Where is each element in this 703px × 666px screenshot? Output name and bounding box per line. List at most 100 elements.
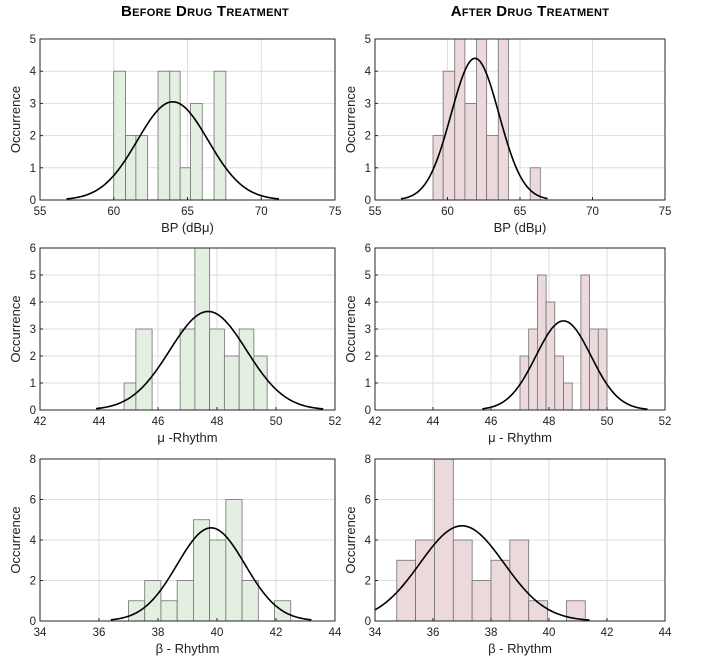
y-axis-label: Occurrence bbox=[343, 86, 358, 153]
x-tick-label: 52 bbox=[659, 416, 672, 428]
histogram-bar bbox=[179, 167, 191, 201]
histogram-bar bbox=[471, 580, 492, 622]
normal-fit-curve bbox=[482, 320, 648, 410]
histogram-panel-after-mu: 42 44 46 48 50 52 0 1 2 3 4 5 6 μ - Rhythm Occurrence bbox=[343, 243, 671, 445]
x-tick-label: 55 bbox=[34, 206, 47, 218]
histogram-bar bbox=[123, 382, 137, 411]
x-axis-label: β - Rhythm bbox=[488, 641, 552, 656]
histogram-bar bbox=[528, 600, 548, 622]
y-axis-label: Occurrence bbox=[343, 506, 358, 573]
histogram-panel-after-bp: 55 60 65 70 75 0 1 2 3 4 5 BP (dBμ) Occurrence bbox=[343, 34, 671, 235]
y-tick-label: 1 bbox=[30, 163, 36, 175]
y-tick-label: 6 bbox=[365, 495, 371, 507]
y-tick-label: 0 bbox=[365, 616, 371, 628]
histogram-bar bbox=[135, 328, 153, 411]
y-tick-label: 0 bbox=[30, 405, 36, 417]
normal-fit-curve bbox=[374, 525, 590, 621]
normal-fit-curve bbox=[95, 310, 324, 410]
y-tick-label: 5 bbox=[365, 34, 371, 46]
y-tick-label: 3 bbox=[30, 324, 36, 336]
histogram-panel-before-mu: 42 44 46 48 50 52 0 1 2 3 4 5 6 μ -Rhythm Occurrence bbox=[8, 243, 341, 445]
histogram-bar bbox=[490, 559, 511, 622]
y-tick-label: 3 bbox=[30, 98, 36, 110]
y-tick-label: 0 bbox=[365, 195, 371, 207]
normal-fit-curve bbox=[400, 57, 548, 200]
x-tick-label: 55 bbox=[369, 206, 382, 218]
y-tick-label: 4 bbox=[365, 535, 372, 547]
y-tick-label: 1 bbox=[30, 378, 36, 390]
histogram-bar bbox=[241, 580, 259, 622]
y-tick-label: 2 bbox=[365, 131, 371, 143]
y-tick-label: 2 bbox=[30, 351, 36, 363]
y-tick-label: 0 bbox=[365, 405, 371, 417]
y-tick-label: 5 bbox=[365, 270, 371, 282]
histogram-bar bbox=[452, 539, 473, 622]
histogram-bar bbox=[169, 70, 181, 201]
histogram-bar bbox=[192, 519, 211, 622]
x-tick-label: 46 bbox=[485, 416, 498, 428]
x-tick-label: 70 bbox=[586, 206, 599, 218]
y-tick-label: 4 bbox=[30, 297, 37, 309]
x-axis-label: μ - Rhythm bbox=[488, 430, 552, 445]
y-axis-label: Occurrence bbox=[8, 295, 23, 362]
histogram-bar bbox=[545, 301, 556, 411]
x-tick-label: 60 bbox=[441, 206, 454, 218]
histogram-bar bbox=[486, 135, 499, 201]
y-axis-label: Occurrence bbox=[8, 86, 23, 153]
x-tick-label: 50 bbox=[601, 416, 614, 428]
histogram-bar bbox=[554, 355, 564, 411]
x-tick-label: 34 bbox=[34, 627, 47, 639]
histogram-bar bbox=[157, 70, 171, 201]
x-tick-label: 70 bbox=[255, 206, 268, 218]
histogram-bar bbox=[176, 580, 194, 622]
histogram-bar bbox=[113, 70, 126, 201]
x-tick-label: 46 bbox=[152, 416, 165, 428]
histogram-bar bbox=[160, 600, 178, 622]
histogram-bar bbox=[190, 103, 203, 201]
x-axis-label: BP (dBμ) bbox=[494, 220, 547, 235]
histogram-bar bbox=[179, 328, 196, 411]
y-tick-label: 5 bbox=[30, 34, 36, 46]
column-title-before: Before Drug Treatment bbox=[120, 3, 290, 20]
x-tick-label: 52 bbox=[329, 416, 342, 428]
y-tick-label: 3 bbox=[365, 324, 371, 336]
x-tick-label: 65 bbox=[514, 206, 527, 218]
histogram-panel-before-bp: 55 60 65 70 75 0 1 2 3 4 5 BP (dBμ) Occurrence bbox=[8, 34, 341, 235]
y-tick-label: 4 bbox=[30, 66, 37, 78]
y-tick-label: 4 bbox=[365, 66, 372, 78]
histogram-bar bbox=[209, 539, 227, 622]
histogram-bar bbox=[580, 274, 591, 411]
histogram-bar bbox=[209, 328, 225, 411]
x-tick-label: 38 bbox=[152, 627, 165, 639]
histogram-bar bbox=[563, 382, 573, 411]
histogram-bar bbox=[464, 103, 477, 201]
histogram-bar bbox=[135, 135, 149, 201]
y-axis-label: Occurrence bbox=[343, 295, 358, 362]
normal-fit-curve bbox=[110, 527, 312, 621]
x-tick-label: 40 bbox=[211, 627, 224, 639]
histogram-bar bbox=[415, 539, 435, 622]
x-axis-label: BP (dBμ) bbox=[161, 220, 214, 235]
y-tick-label: 8 bbox=[365, 454, 371, 466]
histogram-bar bbox=[223, 355, 240, 411]
x-tick-label: 44 bbox=[659, 627, 672, 639]
y-tick-label: 4 bbox=[30, 535, 37, 547]
y-tick-label: 4 bbox=[365, 297, 372, 309]
y-tick-label: 1 bbox=[365, 163, 371, 175]
x-tick-label: 40 bbox=[543, 627, 556, 639]
y-tick-label: 6 bbox=[30, 243, 36, 255]
x-tick-label: 36 bbox=[427, 627, 440, 639]
x-tick-label: 36 bbox=[93, 627, 106, 639]
y-tick-label: 6 bbox=[30, 495, 36, 507]
histogram-bar bbox=[597, 328, 608, 411]
normal-fit-curve bbox=[66, 100, 280, 200]
histogram-bar bbox=[537, 274, 547, 411]
x-tick-label: 34 bbox=[369, 627, 382, 639]
x-tick-label: 42 bbox=[270, 627, 283, 639]
y-tick-label: 2 bbox=[30, 131, 36, 143]
column-title-after: After Drug Treatment bbox=[450, 3, 610, 20]
y-tick-label: 6 bbox=[365, 243, 371, 255]
histogram-bar bbox=[589, 328, 599, 411]
y-tick-label: 1 bbox=[365, 378, 371, 390]
y-tick-label: 2 bbox=[30, 576, 36, 588]
